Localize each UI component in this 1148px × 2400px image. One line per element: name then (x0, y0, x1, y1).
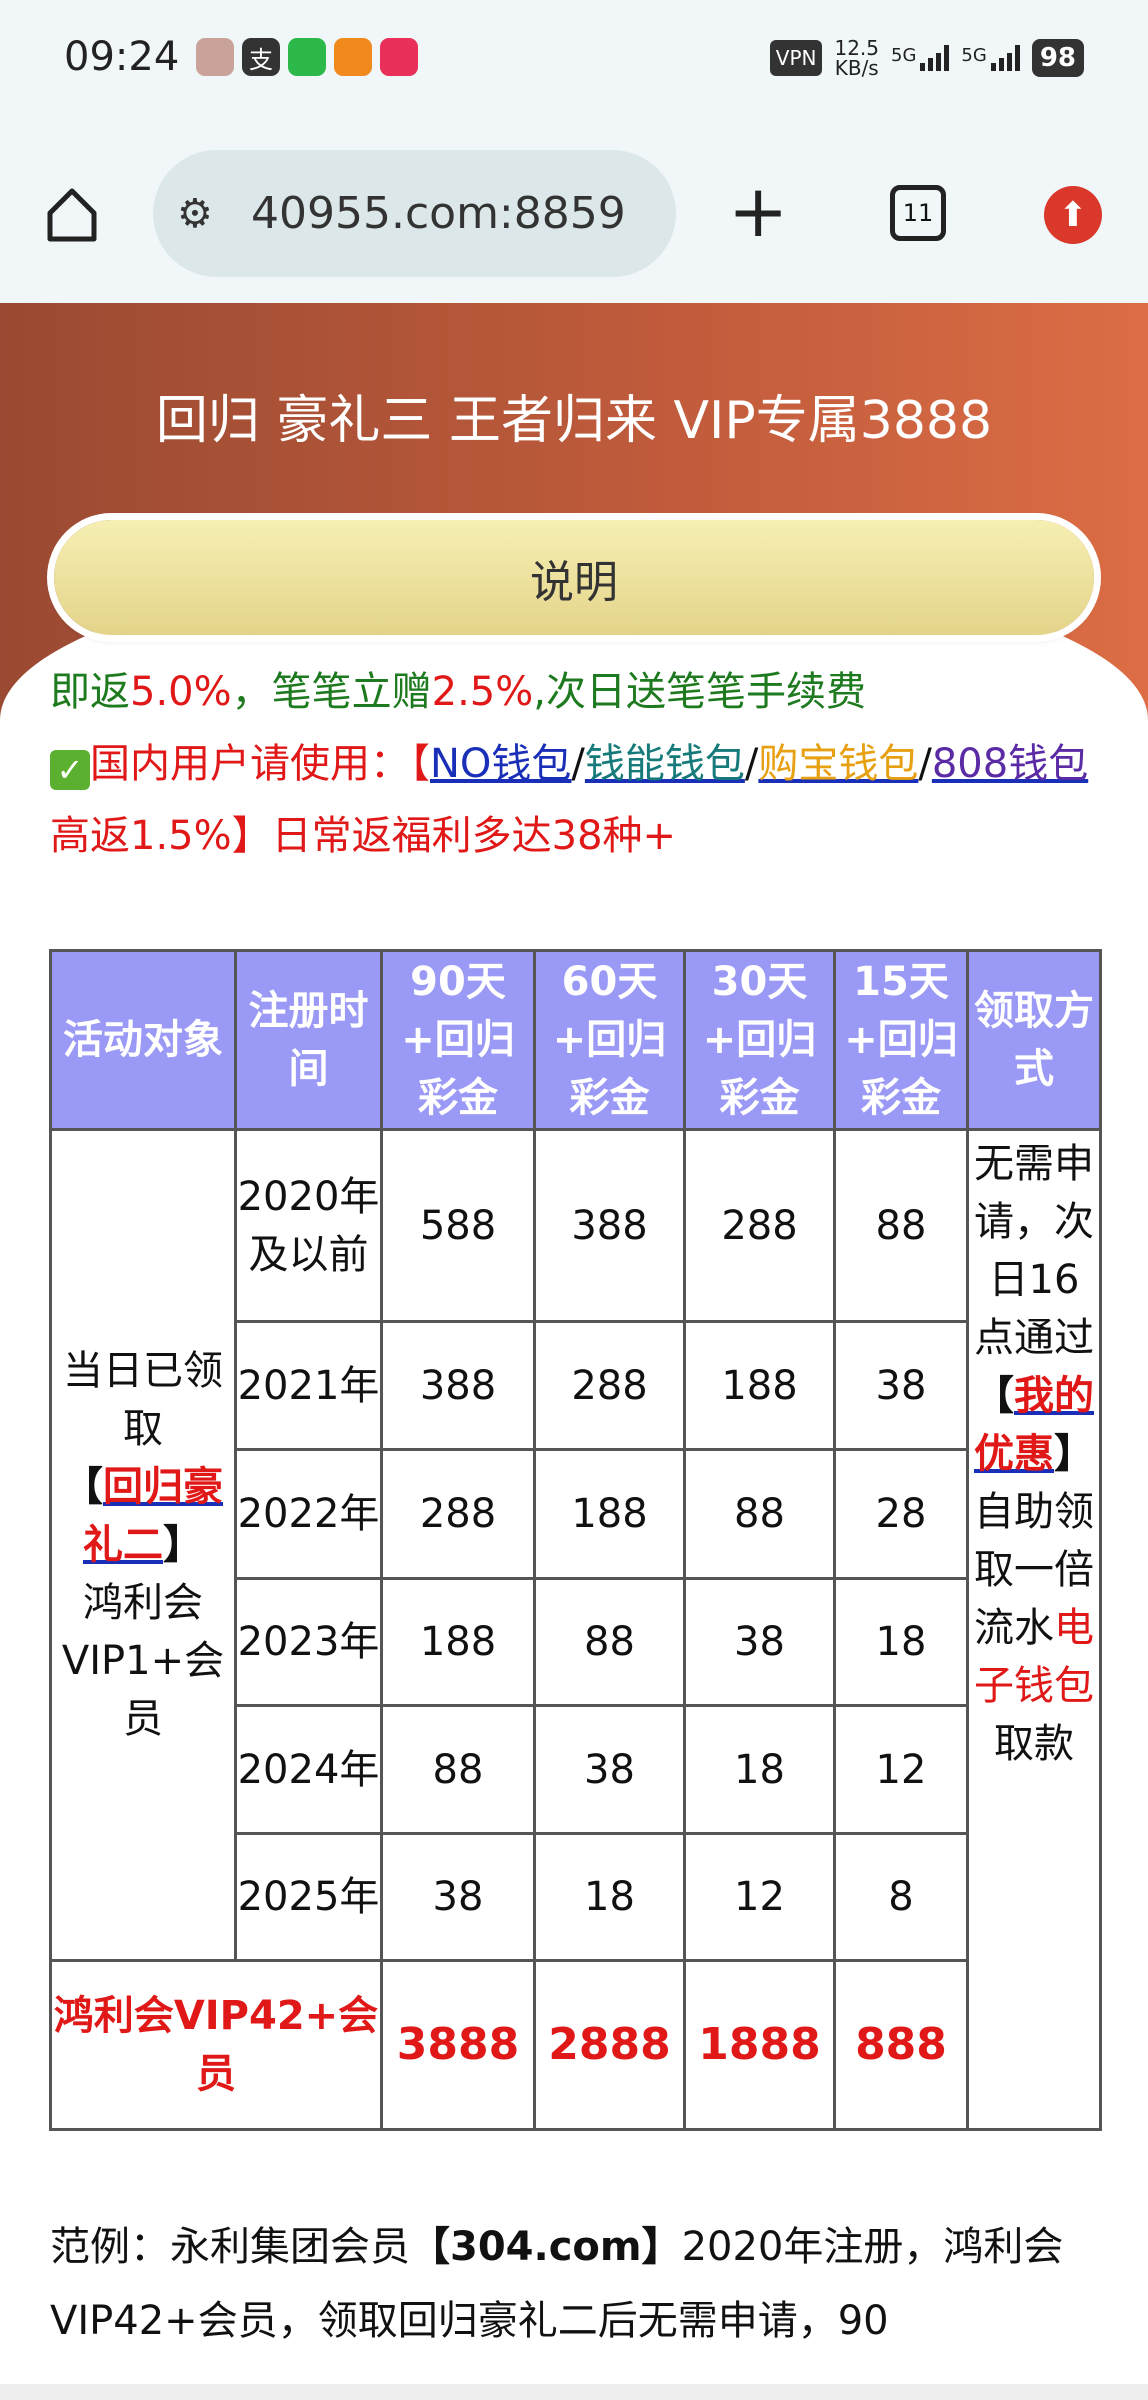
table-header: 活动对象 注册时间 90天+回归彩金 60天+回归彩金 30天+回归彩金 15天… (49, 949, 1102, 1131)
vip42-value: 888 (833, 1959, 969, 2131)
address-bar[interactable]: ⚙ 40955.com:8859 (153, 150, 676, 277)
value-cell: 88 (533, 1577, 686, 1707)
notification-icons: 支 (196, 38, 418, 76)
method-cell: 无需申请，次日16点通过【我的优惠】自助领取一倍流水电子钱包取款 (966, 1128, 1102, 2131)
table-row: 2021年 388 288 188 38 (51, 1320, 1101, 1451)
value-cell: 38 (380, 1832, 536, 1962)
wallet-link-no[interactable]: NO钱包 (430, 741, 572, 787)
wallet-line: ✓ 国内用户请使用：【NO钱包/钱能钱包/购宝钱包/808钱包高返1.5%】日常返… (50, 741, 1089, 859)
value-cell: 88 (833, 1128, 969, 1323)
header-cell: 注册时间 (234, 949, 383, 1131)
signal-icon (920, 45, 950, 71)
value-cell: 18 (683, 1704, 836, 1835)
signal-icon (990, 45, 1020, 71)
header-cell: 60天+回归彩金 (533, 949, 686, 1131)
value-cell: 88 (380, 1704, 536, 1835)
header-cell: 活动对象 (49, 949, 237, 1131)
value-cell: 38 (833, 1320, 969, 1451)
year-cell: 2025年 (234, 1832, 383, 1962)
red-app-icon (380, 38, 418, 76)
header-cell: 领取方式 (966, 949, 1102, 1131)
wallet-link-808[interactable]: 808钱包 (931, 741, 1089, 787)
check-icon: ✓ (50, 750, 90, 790)
header-cell: 90天+回归彩金 (380, 949, 536, 1131)
gift-two-link[interactable]: 回归豪礼二 (83, 1464, 223, 1568)
value-cell: 18 (533, 1832, 686, 1962)
example-paragraph: 范例：永利集团会员【304.com】2020年注册，鸿利会VIP42+会员，领取… (50, 2224, 1064, 2344)
vip42-label: 鸿利会VIP42+会员 (49, 1959, 383, 2131)
rebate-line: 即返5.0%，笔笔立赠2.5%,次日送笔笔手续费 (50, 669, 866, 715)
page-title: 回归 豪礼三 王者归来 VIP专属3888 (155, 391, 993, 451)
value-cell: 8 (833, 1832, 969, 1962)
wallet-link-qianneng[interactable]: 钱能钱包 (584, 741, 745, 787)
value-cell: 188 (533, 1448, 686, 1580)
value-cell: 388 (380, 1320, 536, 1451)
table-row: 2025年 38 18 12 8 (51, 1832, 1101, 1962)
value-cell: 12 (833, 1704, 969, 1835)
signal-1: 5G (891, 45, 950, 71)
year-cell: 2021年 (234, 1320, 383, 1451)
header-cell: 15天+回归彩金 (833, 949, 969, 1131)
vip42-value: 1888 (683, 1959, 836, 2131)
tab-switcher-button[interactable]: 11 (890, 185, 946, 241)
value-cell: 88 (683, 1448, 836, 1580)
value-cell: 28 (833, 1448, 969, 1580)
value-cell: 188 (380, 1577, 536, 1707)
orange-app-icon (334, 38, 372, 76)
year-cell: 2022年 (234, 1448, 383, 1580)
my-offers-link[interactable]: 我的优惠 (974, 1373, 1094, 1477)
year-cell: 2023年 (234, 1577, 383, 1707)
vip42-value: 2888 (533, 1959, 686, 2131)
clock: 09:24 (64, 34, 180, 80)
vpn-badge: VPN (769, 40, 823, 76)
site-settings-icon[interactable]: ⚙ (177, 190, 213, 237)
year-cell: 2024年 (234, 1704, 383, 1835)
update-arrow-icon[interactable]: ⬆ (1044, 186, 1102, 244)
vip42-value: 3888 (380, 1959, 536, 2131)
table-row: 2024年 88 38 18 12 (51, 1704, 1101, 1835)
value-cell: 38 (683, 1577, 836, 1707)
value-cell: 588 (380, 1128, 536, 1323)
table-row: 当日已领取 【回归豪礼二】 鸿利会VIP1+会员 2020年及以前 588 388 … (49, 1128, 1102, 2131)
home-icon[interactable] (42, 185, 102, 245)
navigation-bar (0, 2384, 1148, 2400)
value-cell: 288 (683, 1128, 836, 1323)
table-row: 2022年 288 188 88 28 (51, 1448, 1101, 1580)
green-app-icon (288, 38, 326, 76)
system-indicators: VPN 12.5 KB/s 5G 5G 98 (769, 36, 1084, 80)
status-and-browser-bar: 09:24 支 VPN 12.5 KB/s 5G 5G 98 ⚙ 40955.co… (0, 0, 1148, 303)
value-cell: 288 (533, 1320, 686, 1451)
value-cell: 38 (533, 1704, 686, 1835)
target-cell: 当日已领取 【回归豪礼二】 鸿利会VIP1+会员 (49, 1128, 237, 1962)
signal-2: 5G (961, 45, 1020, 71)
header-cell: 30天+回归彩金 (683, 949, 836, 1131)
bonus-table: 活动对象 注册时间 90天+回归彩金 60天+回归彩金 30天+回归彩金 15天… (49, 949, 1102, 2131)
value-cell: 12 (683, 1832, 836, 1962)
new-tab-icon[interactable]: + (728, 169, 789, 253)
table-row: 2023年 188 88 38 18 (51, 1577, 1101, 1707)
table-row-vip42: 鸿利会VIP42+会员 3888 2888 1888 888 (49, 1959, 1101, 2131)
battery-indicator: 98 (1031, 39, 1084, 77)
description-button[interactable]: 说明 (54, 520, 1094, 635)
url-text[interactable]: 40955.com:8859 (251, 188, 626, 239)
value-cell: 188 (683, 1320, 836, 1451)
wallet-link-goubao[interactable]: 购宝钱包 (758, 741, 919, 787)
value-cell: 388 (533, 1128, 686, 1323)
value-cell: 18 (833, 1577, 969, 1707)
pig-avatar-icon (196, 38, 234, 76)
net-speed: 12.5 KB/s (834, 36, 879, 80)
alipay-icon: 支 (242, 38, 280, 76)
value-cell: 288 (380, 1448, 536, 1580)
year-cell: 2020年及以前 (234, 1128, 383, 1323)
